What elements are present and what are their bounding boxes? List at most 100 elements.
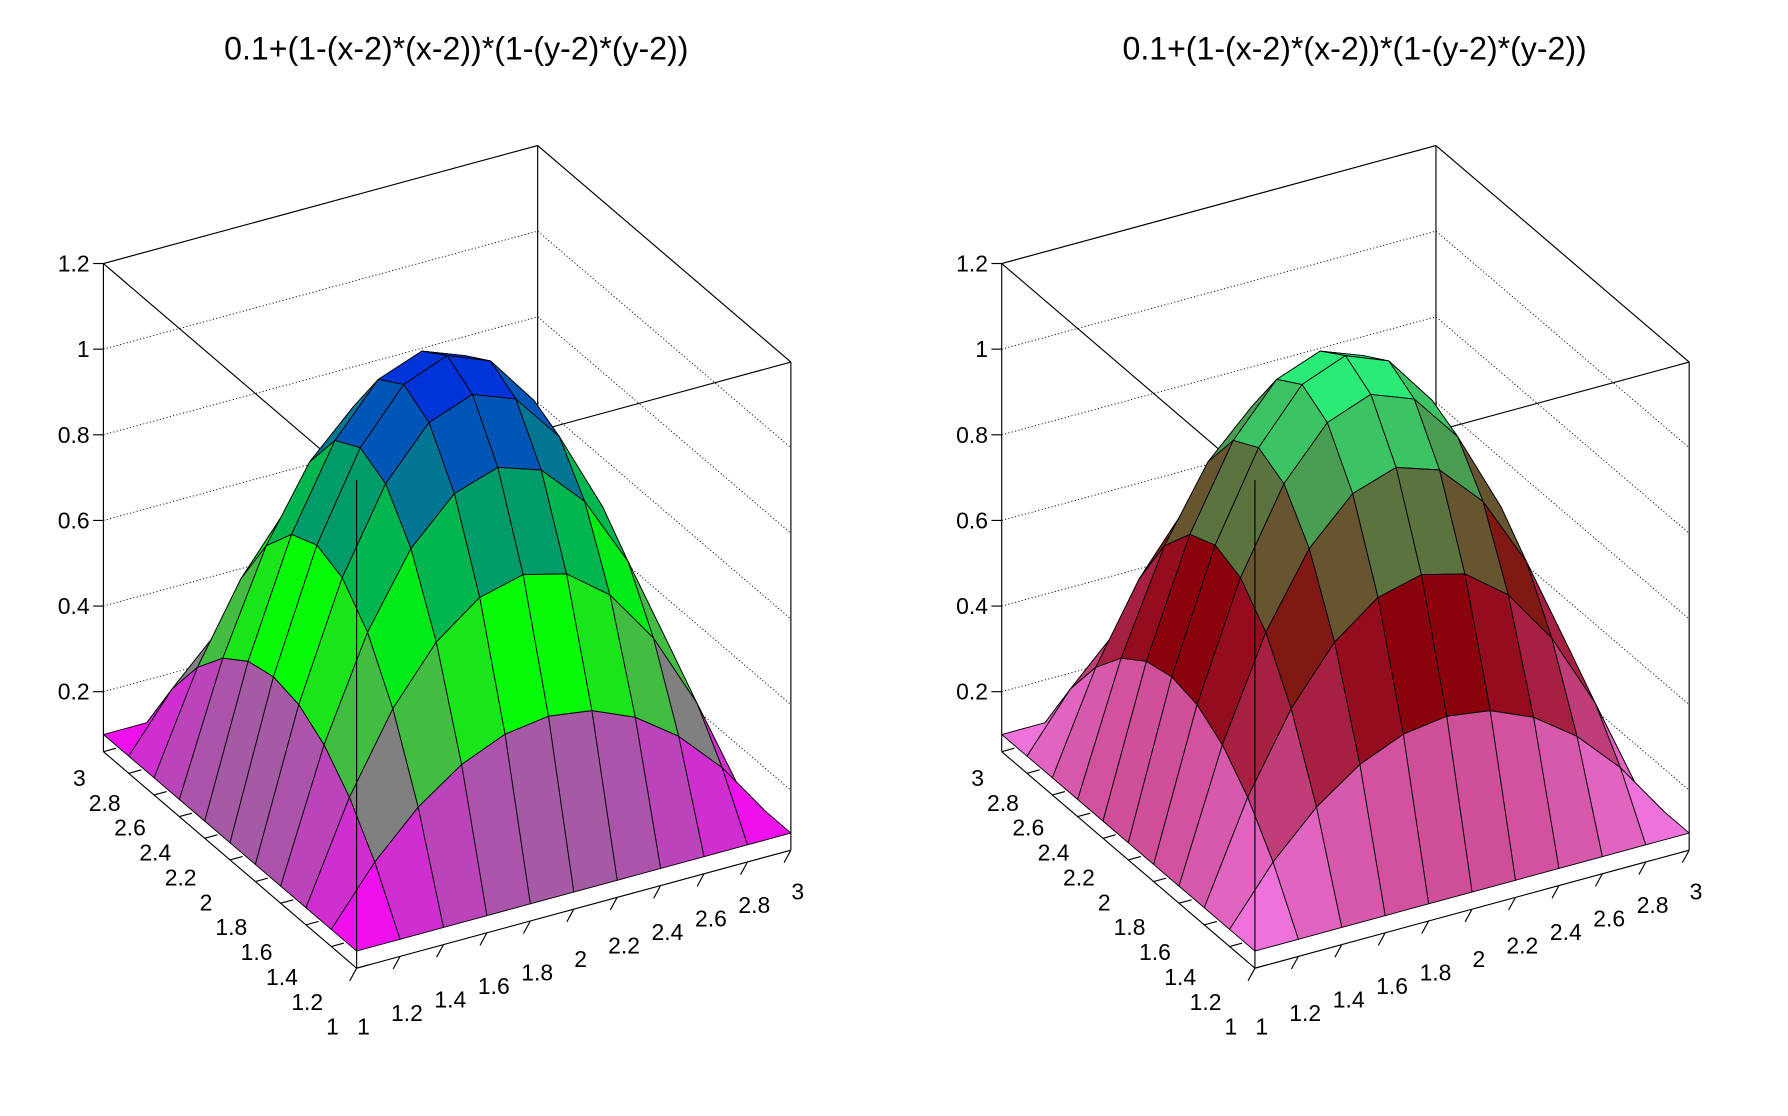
y-tick <box>128 769 142 774</box>
x-tick <box>696 873 705 887</box>
z-tick-label: 1.2 <box>956 251 988 277</box>
surface-cell <box>330 861 401 952</box>
y-tick-label: 1.2 <box>291 989 323 1015</box>
x-tick <box>1681 849 1690 864</box>
y-tick <box>179 812 193 818</box>
z-tick-label: 0.6 <box>956 507 988 533</box>
x-tick <box>1290 956 1299 970</box>
x-tick-label: 1.6 <box>1376 973 1408 999</box>
x-tick <box>1594 873 1603 887</box>
y-tick <box>255 877 269 883</box>
chart-title: 0.1+(1-(x-2)*(x-2))*(1-(y-2)*(y-2)) <box>1122 31 1586 67</box>
x-tick <box>1508 897 1516 911</box>
y-tick-label: 2.2 <box>1063 864 1095 890</box>
x-tick-label: 3 <box>1690 878 1703 904</box>
y-tick-label: 3 <box>971 765 984 791</box>
y-tick-label: 2 <box>200 889 213 915</box>
y-tick <box>1204 920 1218 926</box>
x-tick-label: 2.6 <box>695 905 727 931</box>
y-tick <box>280 899 294 904</box>
y-tick-label: 1.6 <box>1139 939 1171 965</box>
x-tick <box>566 908 575 923</box>
y-tick-label: 1.4 <box>266 964 298 990</box>
y-tick-label: 2.6 <box>1012 815 1044 841</box>
y-tick-label: 1 <box>326 1014 339 1040</box>
grid-line <box>103 145 792 363</box>
x-tick <box>653 885 662 899</box>
y-tick-label: 2.2 <box>165 864 197 890</box>
y-tick-label: 2.8 <box>89 790 121 816</box>
x-tick-label: 1 <box>1255 1014 1268 1040</box>
y-tick-label: 2.4 <box>139 840 171 866</box>
z-tick-label: 0.8 <box>58 422 90 448</box>
x-tick-label: 1.2 <box>391 1000 423 1026</box>
x-tick <box>522 920 531 934</box>
y-tick <box>356 964 370 969</box>
surface-plot: 0.1+(1-(x-2)*(x-2))*(1-(y-2)*(y-2)) 0.2 0.… <box>956 31 1702 1040</box>
surface-plot: 0.1+(1-(x-2)*(x-2))*(1-(y-2)*(y-2)) 0.2 0.… <box>58 31 804 1040</box>
y-tick-label: 2.4 <box>1038 840 1070 866</box>
z-tick-label: 0.4 <box>58 593 90 619</box>
y-tick <box>1077 812 1091 818</box>
z-tick-label: 0.2 <box>956 679 988 705</box>
y-tick-label: 2.6 <box>114 815 146 841</box>
y-tick <box>1254 964 1268 969</box>
y-tick <box>1229 942 1243 948</box>
y-tick <box>1052 790 1066 796</box>
y-tick <box>103 747 117 753</box>
x-tick-label: 1.2 <box>1289 1000 1321 1026</box>
x-tick <box>609 897 618 911</box>
x-tick-label: 2.2 <box>608 933 640 959</box>
x-tick <box>1464 908 1473 923</box>
y-tick-label: 1.4 <box>1164 964 1196 990</box>
x-tick-label: 1 <box>357 1014 370 1040</box>
x-tick <box>436 944 444 958</box>
x-tick-label: 1.4 <box>434 987 466 1013</box>
y-tick <box>229 855 243 861</box>
z-tick-label: 1.2 <box>58 251 90 277</box>
y-tick <box>1153 877 1167 883</box>
x-tick-label: 1.6 <box>478 973 510 999</box>
y-tick-label: 1.6 <box>241 939 273 965</box>
y-tick <box>305 920 319 926</box>
y-tick-label: 1.8 <box>215 914 247 940</box>
y-tick <box>1178 899 1192 904</box>
y-tick-label: 1.8 <box>1114 914 1146 940</box>
x-tick <box>1247 967 1256 982</box>
chart-title: 0.1+(1-(x-2)*(x-2))*(1-(y-2)*(y-2)) <box>224 31 688 67</box>
z-tick-label: 0.8 <box>956 422 988 448</box>
x-tick <box>1377 932 1386 946</box>
x-tick <box>349 967 358 982</box>
x-tick <box>1551 885 1560 899</box>
x-tick-label: 2.6 <box>1593 905 1625 931</box>
x-tick-label: 2.4 <box>1550 919 1582 945</box>
y-tick-label: 2 <box>1098 889 1111 915</box>
y-tick <box>1102 834 1116 839</box>
x-tick <box>392 956 401 970</box>
y-tick <box>1001 747 1015 753</box>
y-tick-label: 2.8 <box>987 790 1019 816</box>
x-tick-label: 2 <box>574 946 587 972</box>
box-edge <box>103 263 357 481</box>
x-tick <box>740 861 748 875</box>
y-tick <box>1128 855 1142 861</box>
y-tick-label: 3 <box>73 765 86 791</box>
z-tick-label: 1 <box>77 336 90 362</box>
z-tick-label: 0.2 <box>58 679 90 705</box>
x-tick <box>1334 944 1343 958</box>
grid-line <box>1001 145 1690 363</box>
x-tick-label: 1.4 <box>1333 987 1365 1013</box>
y-tick-label: 1 <box>1224 1014 1237 1040</box>
y-tick <box>331 942 345 948</box>
x-tick <box>1638 861 1647 875</box>
z-tick-label: 1 <box>975 336 988 362</box>
x-tick-label: 1.8 <box>521 960 553 986</box>
x-tick-label: 1.8 <box>1420 960 1452 986</box>
x-tick <box>1421 920 1430 934</box>
y-tick <box>204 834 218 839</box>
x-tick-label: 2.2 <box>1506 933 1538 959</box>
x-tick-label: 2 <box>1473 946 1486 972</box>
x-tick-label: 2.8 <box>738 892 770 918</box>
box-edge <box>1001 263 1256 481</box>
x-tick-label: 3 <box>791 878 804 904</box>
